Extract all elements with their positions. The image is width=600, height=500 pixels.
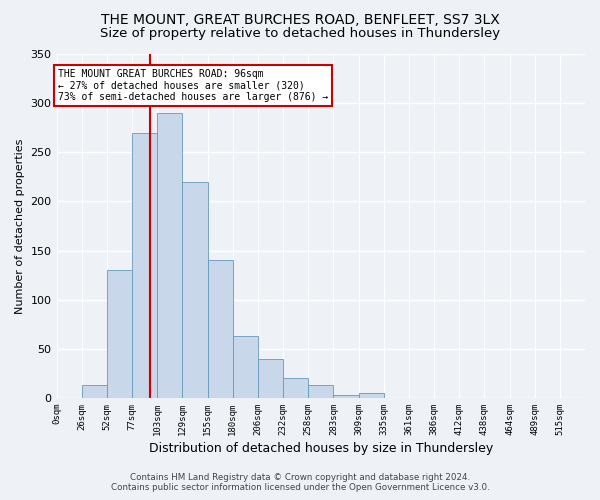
Text: Contains HM Land Registry data © Crown copyright and database right 2024.
Contai: Contains HM Land Registry data © Crown c… [110,473,490,492]
Bar [182,182,208,398]
Bar [157,113,182,398]
Bar [107,270,132,398]
X-axis label: Distribution of detached houses by size in Thundersley: Distribution of detached houses by size … [149,442,493,455]
Bar [132,132,157,398]
Bar [334,395,359,398]
Text: Size of property relative to detached houses in Thundersley: Size of property relative to detached ho… [100,28,500,40]
Bar [308,385,334,398]
Bar [258,358,283,398]
Bar [359,393,383,398]
Bar [233,336,258,398]
Text: THE MOUNT, GREAT BURCHES ROAD, BENFLEET, SS7 3LX: THE MOUNT, GREAT BURCHES ROAD, BENFLEET,… [101,12,499,26]
Y-axis label: Number of detached properties: Number of detached properties [15,138,25,314]
Bar [82,385,107,398]
Bar [208,260,233,398]
Bar [283,378,308,398]
Text: THE MOUNT GREAT BURCHES ROAD: 96sqm
← 27% of detached houses are smaller (320)
7: THE MOUNT GREAT BURCHES ROAD: 96sqm ← 27… [58,68,328,102]
